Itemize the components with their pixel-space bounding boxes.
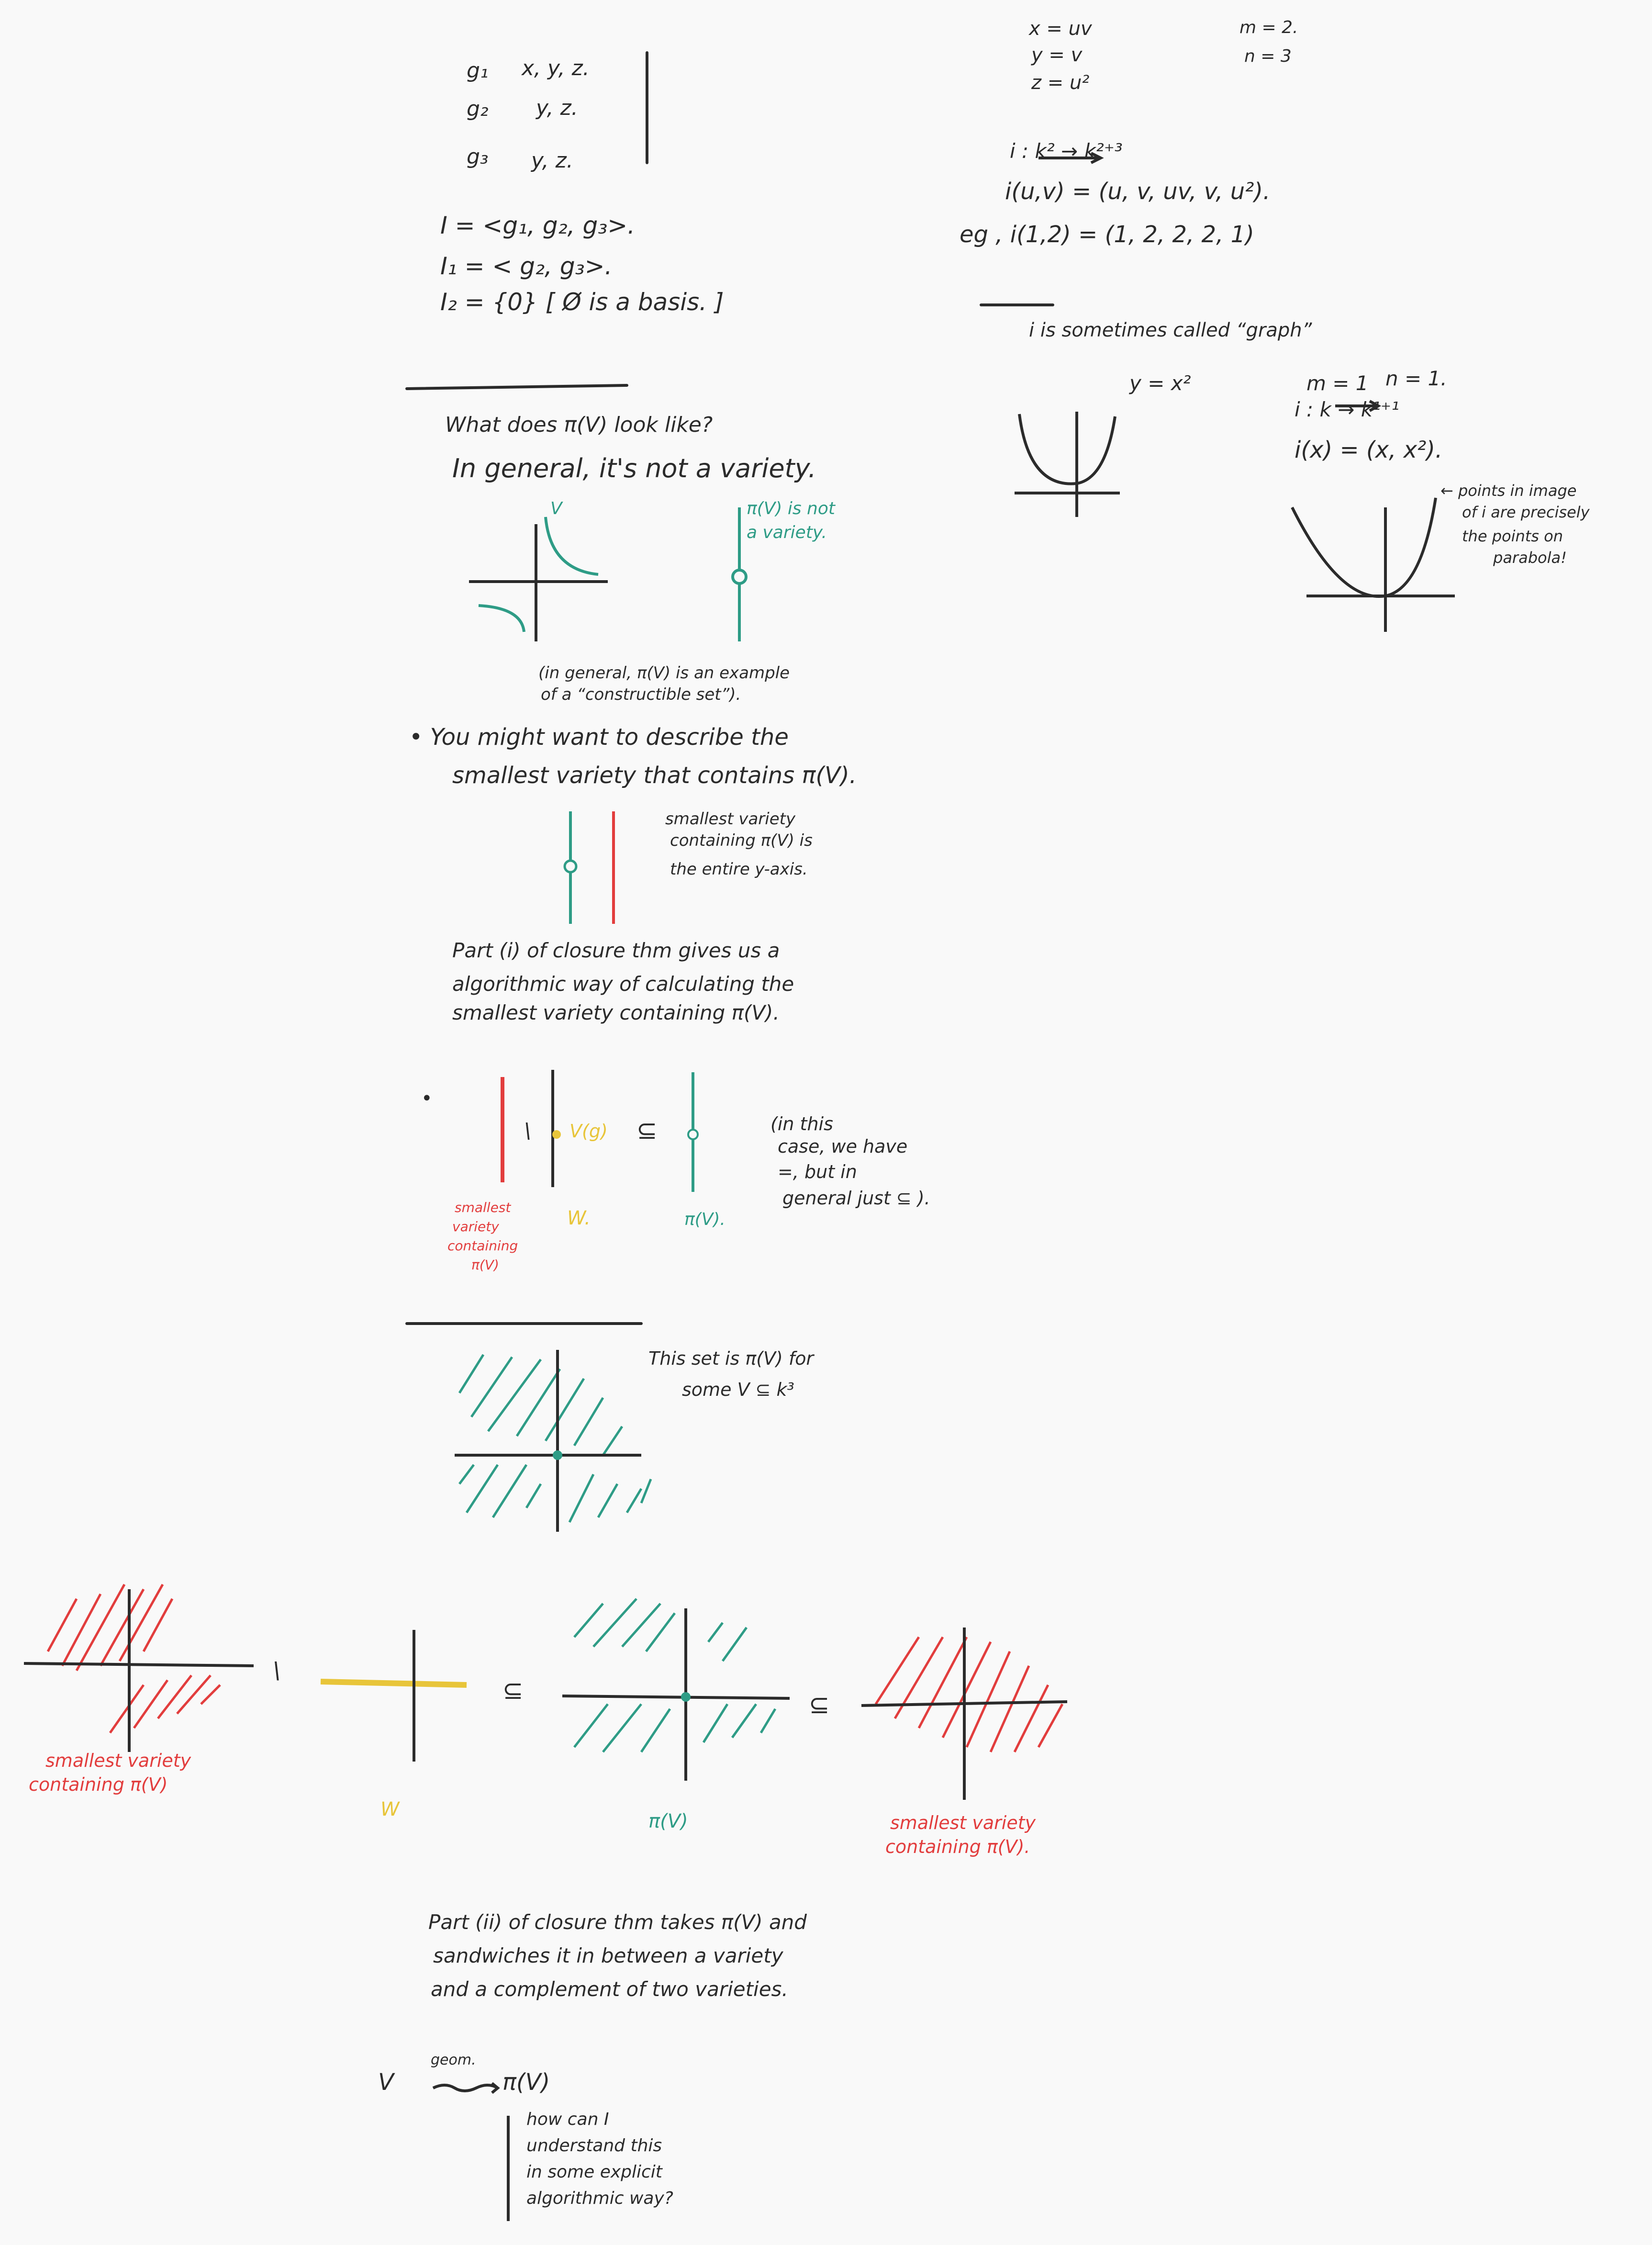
- g1-vars: x, y, z.: [522, 56, 590, 80]
- n1: n = 1.: [1385, 367, 1447, 390]
- projection-hole: [731, 569, 748, 585]
- thisset-1: This set is π(V) for: [648, 1348, 814, 1369]
- points-note-3: the points on: [1462, 527, 1563, 545]
- bottom-smallest-1: smallest variety: [45, 1750, 191, 1771]
- part2-line-1: Part (ii) of closure thm takes π(V) and: [428, 1910, 807, 1934]
- constructible-line-1: (in general, π(V) is an example: [538, 663, 790, 683]
- inthis-4: general just ⊆ ).: [782, 1188, 930, 1209]
- mini-smallest-1: smallest: [455, 1200, 511, 1215]
- piV-mini-label: π(V).: [684, 1210, 726, 1229]
- i-uv: i(u,v) = (u, v, uv, v, u²).: [1005, 178, 1271, 205]
- setminus-mini: \: [524, 1119, 531, 1143]
- geom-piV: π(V): [502, 2069, 550, 2096]
- hyperbola-figure: [469, 524, 608, 641]
- smallest-note-1: smallest variety: [665, 809, 796, 829]
- ideal-I2: I₂ = {0} [ Ø is a basis. ]: [440, 288, 724, 316]
- bottom-red-hatch-2: [874, 1636, 1064, 1753]
- ideal-I1: I₁ = < g₂, g₃>.: [440, 252, 613, 280]
- ideal-I: I = <g₁, g₂, g₃>.: [440, 212, 636, 239]
- projection-not-variety-1: π(V) is not: [747, 499, 835, 518]
- part1-line-3: smallest variety containing π(V).: [452, 1001, 780, 1024]
- geom-label: geom.: [431, 2052, 476, 2068]
- z-eq: z = u²: [1031, 72, 1090, 94]
- inthis-3: =, but in: [778, 1161, 857, 1182]
- points-note-4: parabola!: [1493, 549, 1567, 567]
- geom-arrow: [432, 2082, 500, 2094]
- part1-line-2: algorithmic way of calculating the: [452, 972, 794, 996]
- subseteq-mini: ⊆: [636, 1116, 658, 1145]
- eg-line: eg , i(1,2) = (1, 2, 2, 2, 1): [960, 221, 1254, 248]
- yellow-point: [552, 1130, 561, 1139]
- part1-line-1: Part (i) of closure thm gives us a: [452, 939, 780, 962]
- g3-label: g₃: [467, 145, 489, 169]
- smallest-note-3: the entire y-axis.: [670, 860, 808, 879]
- section-divider-1: [405, 384, 628, 390]
- ik-map: i : k → k¹⁺¹: [1295, 398, 1399, 421]
- inthis-1: (in this: [770, 1113, 833, 1134]
- bottom-smallest-2: containing π(V): [29, 1774, 168, 1795]
- question-line-1: What does π(V) look like?: [445, 413, 713, 437]
- x-eq: x = uv: [1029, 18, 1092, 40]
- map-arrow-2: [1335, 400, 1382, 412]
- inthis-2: case, we have: [778, 1136, 908, 1157]
- points-note-2: of i are precisely: [1462, 503, 1590, 521]
- n-eq: n = 3: [1244, 46, 1292, 66]
- how-3: in some explicit: [526, 2162, 662, 2182]
- g1-label: g₁: [467, 58, 489, 83]
- y-x2: y = x²: [1129, 371, 1191, 395]
- map-def: i : k² → k²⁺³: [1010, 139, 1123, 163]
- m1: m = 1: [1306, 371, 1369, 395]
- yellow-w-line: [320, 1679, 467, 1688]
- how-2: understand this: [526, 2136, 662, 2155]
- graph-note: i is sometimes called “graph”: [1029, 319, 1312, 341]
- bottom-smallest-4: containing π(V).: [885, 1836, 1030, 1857]
- ix-def: i(x) = (x, x²).: [1295, 437, 1443, 463]
- question-line-2: In general, it's not a variety.: [452, 453, 816, 483]
- how-4: algorithmic way?: [526, 2189, 673, 2208]
- hyperbola-branch-left: [478, 604, 525, 632]
- map-arrow: [1038, 152, 1104, 164]
- bullet2: •: [421, 1088, 433, 1110]
- bottom-teal-hatch: [573, 1598, 777, 1753]
- bottom-red-hatch-1: [46, 1583, 221, 1734]
- bottom-W: W: [380, 1798, 400, 1820]
- g2-label: g₂: [467, 97, 489, 121]
- mini-smallest-2: variety: [452, 1219, 499, 1235]
- m-eq: m = 2.: [1239, 18, 1298, 37]
- how-1: how can I: [526, 2110, 609, 2129]
- y-eq: y = v: [1031, 44, 1083, 66]
- bottom-piV: π(V): [648, 1810, 688, 1832]
- part2-line-2: sandwiches it in between a variety: [433, 1944, 783, 1967]
- g2-vars: y, z.: [536, 96, 578, 120]
- bullet1-line-2: smallest variety that contains π(V).: [452, 762, 857, 789]
- geom-V: V: [378, 2069, 394, 2096]
- points-note-1: ← points in image: [1440, 482, 1577, 500]
- g3-vars: y, z.: [531, 148, 573, 173]
- mini-smallest-4: π(V): [471, 1257, 499, 1273]
- parabola1-curve: [1018, 414, 1116, 485]
- constructible-line-2: of a “constructible set”).: [541, 685, 741, 704]
- hyperbola-branch-right: [544, 516, 599, 576]
- part2-line-3: and a complement of two varieties.: [431, 1977, 788, 2001]
- bullet1-line-1: • You might want to describe the: [409, 724, 789, 751]
- projection-not-variety-2: a variety.: [747, 523, 827, 542]
- bottom-setminus: \: [273, 1657, 281, 1684]
- parabola2-curve: [1291, 497, 1437, 598]
- vg-label: V(g): [569, 1121, 608, 1142]
- W-mini-label: W.: [567, 1207, 591, 1229]
- V-label: V: [550, 499, 562, 518]
- bottom-smallest-3: smallest variety: [890, 1812, 1036, 1833]
- hatched-projection: [458, 1354, 652, 1523]
- mini-smallest-3: containing: [447, 1238, 518, 1254]
- smallest-note-2: containing π(V) is: [670, 831, 813, 850]
- bottom-subseteq-2: ⊆: [809, 1691, 830, 1719]
- bottom-subseteq-1: ⊆: [502, 1676, 524, 1705]
- thisset-2: some V ⊆ k³: [682, 1379, 794, 1400]
